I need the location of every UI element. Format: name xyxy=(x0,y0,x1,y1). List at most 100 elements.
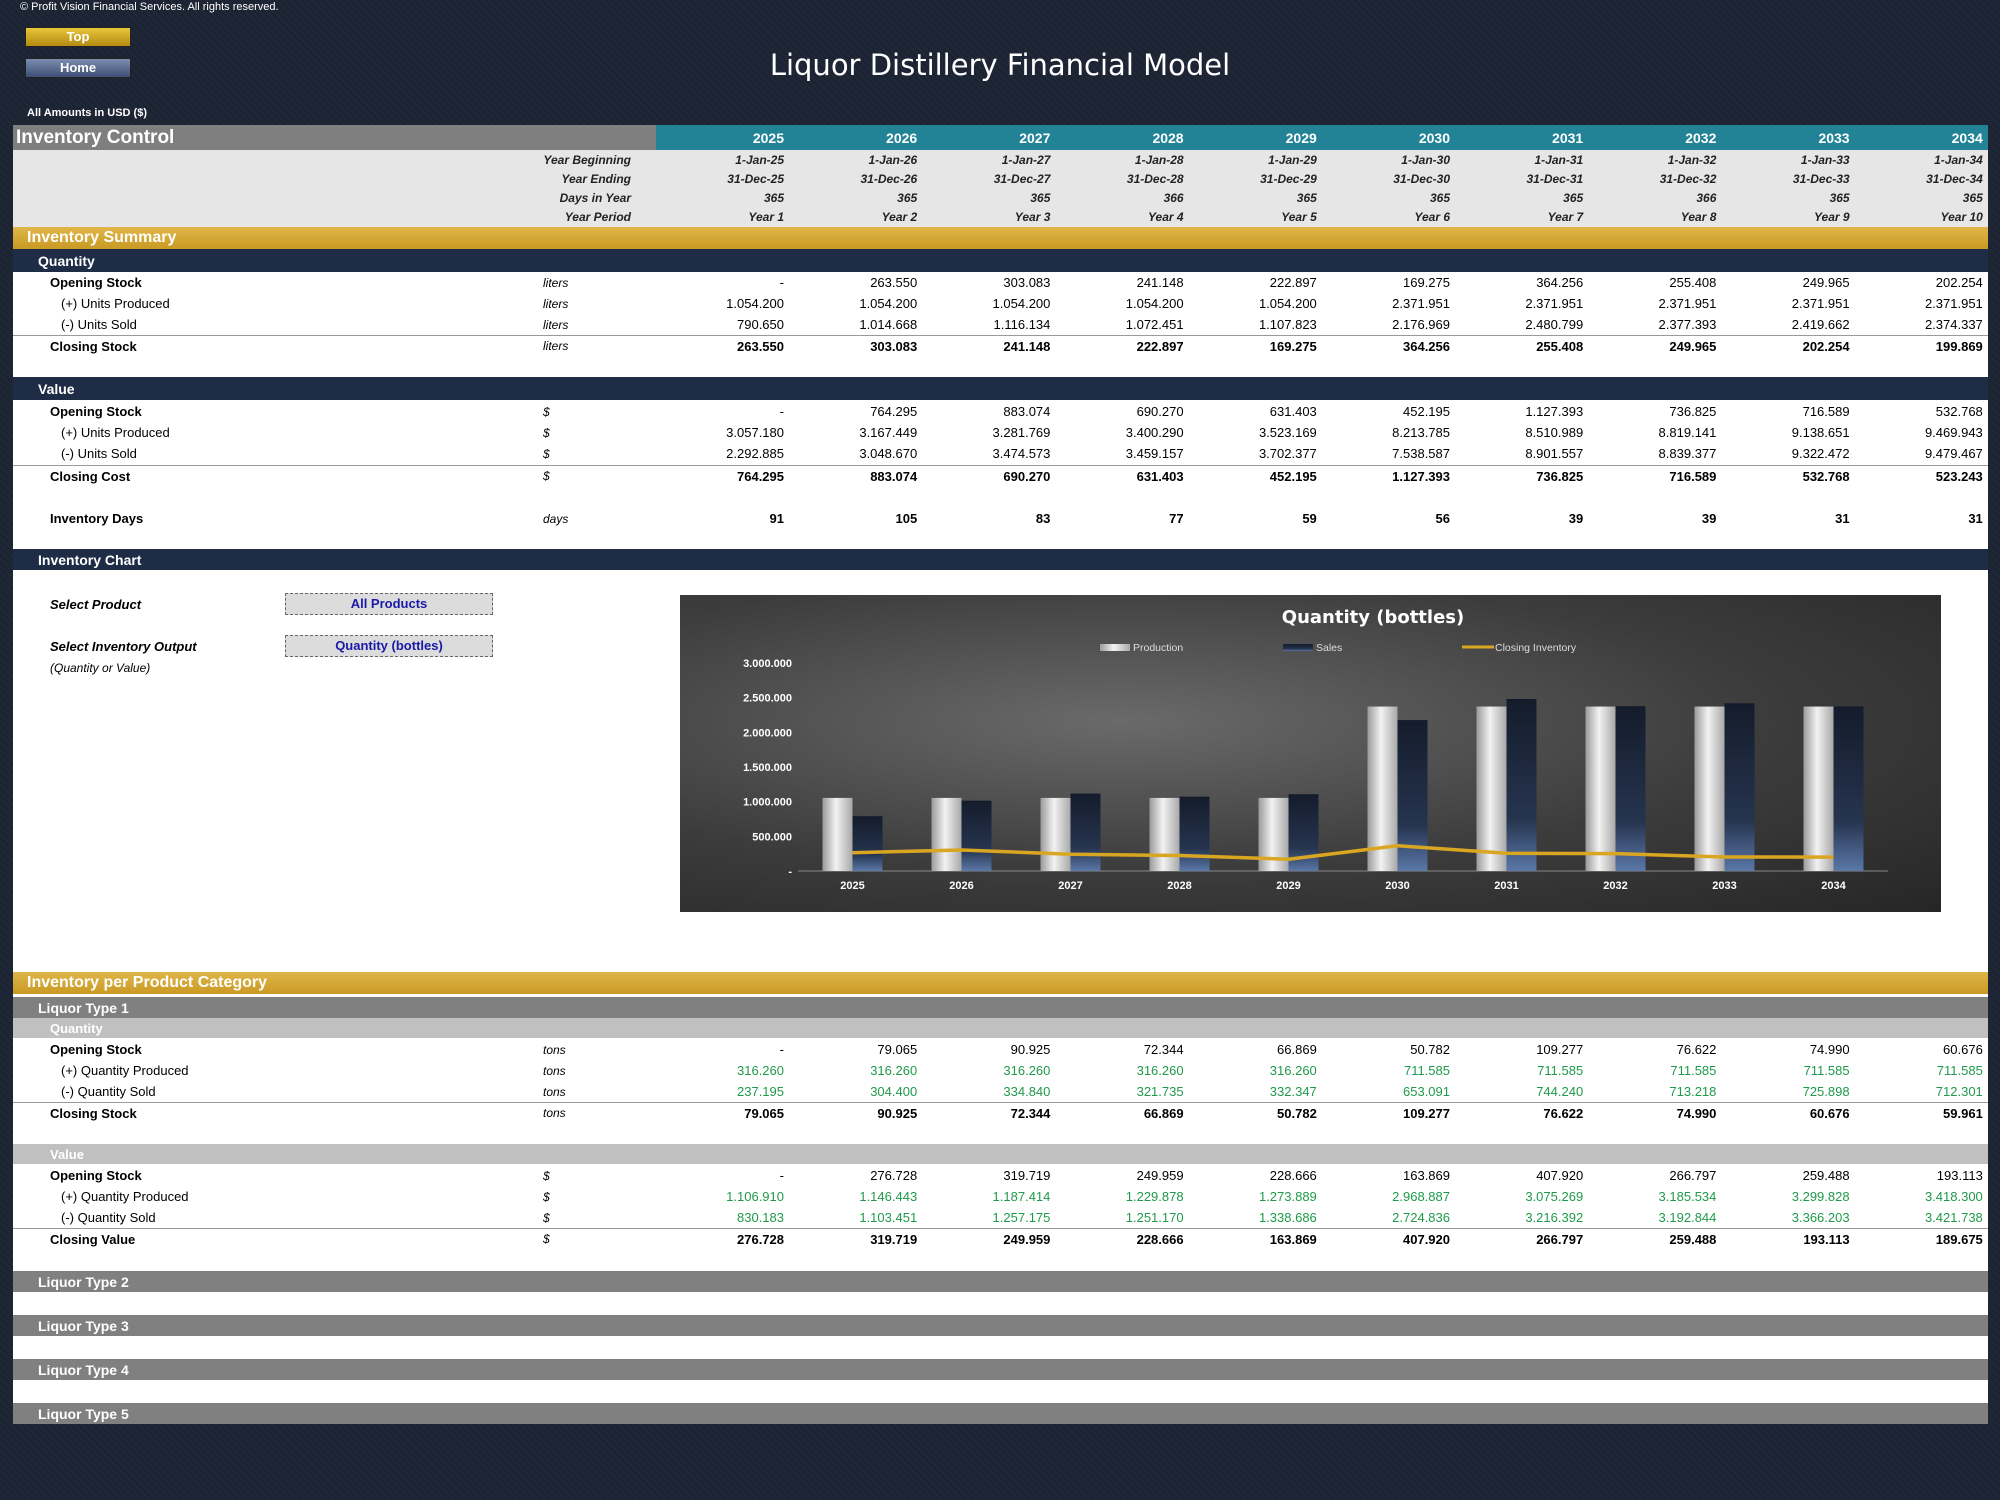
table-cell: 1-Jan-25 xyxy=(735,152,784,167)
table-cell: 711.585 xyxy=(1403,1063,1450,1078)
table-cell: 2.371.951 xyxy=(1791,296,1850,311)
closing-inventory-line xyxy=(852,843,1834,862)
table-cell: 202.254 xyxy=(1802,338,1850,354)
row-label: (+) Units Produced xyxy=(61,296,170,311)
legend-swatch-production xyxy=(1100,644,1130,651)
home-button[interactable]: Home xyxy=(25,58,131,78)
sales-bar xyxy=(1179,796,1210,871)
table-cell: 263.550 xyxy=(870,275,918,290)
table-cell: 169.275 xyxy=(1403,275,1450,290)
row-unit: tons xyxy=(543,1042,566,1057)
table-cell: 3.048.670 xyxy=(859,446,918,461)
sales-bar xyxy=(1615,706,1646,871)
table-cell: 713.218 xyxy=(1669,1084,1717,1099)
row-unit: $ xyxy=(543,1189,550,1204)
table-cell: 66.869 xyxy=(1143,1105,1184,1121)
table-row: (-) Quantity Sold $830.183 1.103.451 1.257.… xyxy=(13,1207,1988,1228)
table-cell: 304.400 xyxy=(870,1084,918,1099)
table-cell: 2029 xyxy=(1285,129,1317,146)
row-values: 1.106.910 1.146.443 1.187.414 1.229.878 1.27… xyxy=(653,1186,1988,1207)
select-product-dropdown[interactable]: All Products xyxy=(285,593,493,615)
table-cell: 59.961 xyxy=(1943,1105,1983,1121)
table-cell: 2030 xyxy=(1418,129,1450,146)
inventory-chart: Quantity (bottles) Production Sales Closing… xyxy=(680,595,1941,912)
table-cell: 1.054.200 xyxy=(1258,296,1317,311)
row-values: 1-Jan-25 1-Jan-26 1-Jan-27 1-Jan-28 1-Jan-29… xyxy=(653,150,1988,169)
y-tick-label: 3.000.000 xyxy=(743,658,792,670)
x-tick-label: 2028 xyxy=(1167,880,1191,892)
row-values: 3.057.180 3.167.449 3.281.769 3.400.290 3.52… xyxy=(653,422,1988,443)
table-cell: - xyxy=(779,1168,784,1183)
table-cell: - xyxy=(779,1042,784,1057)
production-bar xyxy=(1803,706,1834,871)
section-label: Inventory Summary xyxy=(27,229,177,246)
table-cell: 109.277 xyxy=(1403,1105,1450,1121)
table-cell: 202.254 xyxy=(1935,275,1983,290)
table-cell: 3.167.449 xyxy=(859,425,918,440)
row-unit: liters xyxy=(543,296,569,311)
table-row: Opening Stock liters - 263.550 303.083 241.14… xyxy=(13,272,1988,293)
table-cell: 249.959 xyxy=(1003,1231,1051,1247)
page-title: Liquor Distillery Financial Model xyxy=(769,48,1231,82)
row-label: Year Beginning xyxy=(543,152,631,167)
liquor-type-2-header: Liquor Type 2 xyxy=(13,1271,1988,1292)
table-cell: 31-Dec-25 xyxy=(727,171,784,186)
table-cell: 31-Dec-26 xyxy=(860,171,918,186)
year-header-row: Inventory Control 2025 2026 2027 2028 2029 20… xyxy=(13,125,1988,150)
table-cell: 407.920 xyxy=(1536,1168,1584,1183)
table-cell: 3.192.844 xyxy=(1658,1210,1717,1225)
table-cell: 1-Jan-31 xyxy=(1534,152,1584,167)
table-cell: 189.675 xyxy=(1935,1231,1983,1247)
top-button[interactable]: Top xyxy=(25,27,131,47)
table-cell: 711.585 xyxy=(1803,1063,1850,1078)
table-cell: 276.728 xyxy=(870,1168,918,1183)
table-cell: 2028 xyxy=(1152,129,1184,146)
table-row: Closing Cost $764.295 883.074 690.270 631.40… xyxy=(13,465,1988,486)
x-tick-label: 2034 xyxy=(1821,880,1846,892)
table-cell: Year 3 xyxy=(1014,210,1051,224)
timeline-block xyxy=(13,150,1988,227)
table-cell: 241.148 xyxy=(1136,275,1184,290)
row-values: - 276.728 319.719 249.959 228.666 163.869 407.… xyxy=(653,1165,1988,1186)
table-cell: 8.839.377 xyxy=(1658,446,1717,461)
production-bar xyxy=(1149,797,1180,871)
y-tick-label: - xyxy=(788,866,792,878)
table-cell: 72.344 xyxy=(1010,1105,1051,1121)
production-bar xyxy=(822,797,853,871)
table-cell: 2.371.951 xyxy=(1924,296,1983,311)
table-cell: 365 xyxy=(1829,190,1850,205)
table-cell: 3.185.534 xyxy=(1658,1189,1717,1204)
table-cell: 716.589 xyxy=(1802,404,1850,419)
table-cell: 830.183 xyxy=(737,1210,784,1225)
table-cell: 1.054.200 xyxy=(1125,296,1184,311)
table-cell: 39 xyxy=(1568,511,1584,526)
table-cell: - xyxy=(779,275,784,290)
table-cell: 631.403 xyxy=(1269,404,1317,419)
production-bar xyxy=(1694,706,1725,871)
row-label: Opening Stock xyxy=(50,275,142,290)
sales-bar xyxy=(1833,706,1864,871)
table-cell: Year 8 xyxy=(1680,210,1717,224)
select-output-dropdown[interactable]: Quantity (bottles) xyxy=(285,635,493,657)
table-cell: Year 7 xyxy=(1547,210,1584,224)
table-cell: 2.371.951 xyxy=(1658,296,1717,311)
table-cell: 365 xyxy=(1429,190,1450,205)
table-cell: 8.901.557 xyxy=(1525,446,1584,461)
table-cell: 222.897 xyxy=(1136,338,1184,354)
table-cell: 365 xyxy=(1962,190,1983,205)
table-cell: 249.959 xyxy=(1136,1168,1184,1183)
x-tick-label: 2025 xyxy=(840,880,864,892)
row-unit: $ xyxy=(543,469,550,483)
table-cell: 790.650 xyxy=(737,317,784,332)
table-cell: 1.127.393 xyxy=(1392,468,1450,484)
table-cell: 9.322.472 xyxy=(1791,446,1850,461)
subsection-label: Quantity xyxy=(38,252,95,269)
row-unit: $ xyxy=(543,1168,550,1183)
table-cell: 90.925 xyxy=(1010,1042,1051,1057)
subsection-label: Value xyxy=(38,380,75,397)
table-cell: 237.195 xyxy=(737,1084,784,1099)
table-cell: 76.622 xyxy=(1543,1105,1584,1121)
category-label: Liquor Type 4 xyxy=(38,1361,129,1378)
x-tick-label: 2026 xyxy=(949,880,973,892)
table-cell: 725.898 xyxy=(1802,1084,1850,1099)
